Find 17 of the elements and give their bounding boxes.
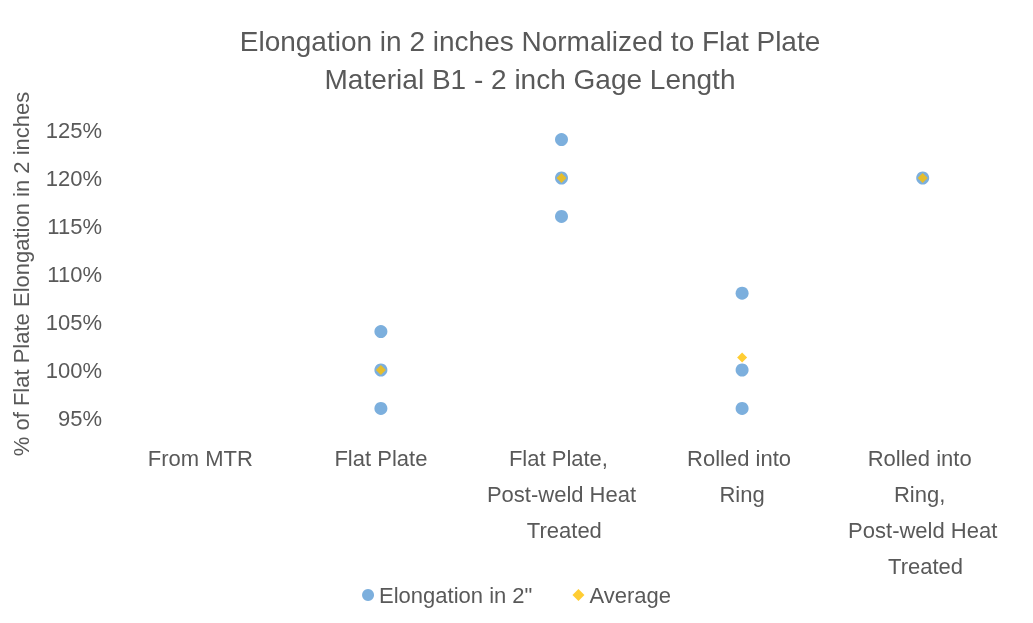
y-tick-label: 115% [47,213,102,239]
x-tick-label: From MTR [147,445,253,471]
x-tick-label: Flat Plate, Post-weld Heat Treated [486,445,637,543]
x-tick-label: Flat Plate [334,445,428,471]
y-tick-label: 100% [45,357,102,383]
y-tick-label: 125% [45,117,102,143]
x-tick-label: Rolled into Ring, Post-weld Heat Treated [848,445,998,579]
y-axis-title: % of Flat Plate Elongation in 2 inches [8,91,34,457]
y-tick-label: 110% [47,261,102,287]
y-tick-label: 120% [45,165,102,191]
legend-label: Average [589,582,671,608]
y-tick-label: 105% [45,309,102,335]
x-tick-label: Rolled into Ring [687,445,798,507]
y-tick-label: 95% [57,405,102,431]
chart-subtitle: Material B1 - 2 inch Gage Length [324,63,736,95]
chart-title: Elongation in 2 inches Normalized to Flat Plate [239,25,821,57]
legend-label: Elongation in 2" [379,582,533,608]
